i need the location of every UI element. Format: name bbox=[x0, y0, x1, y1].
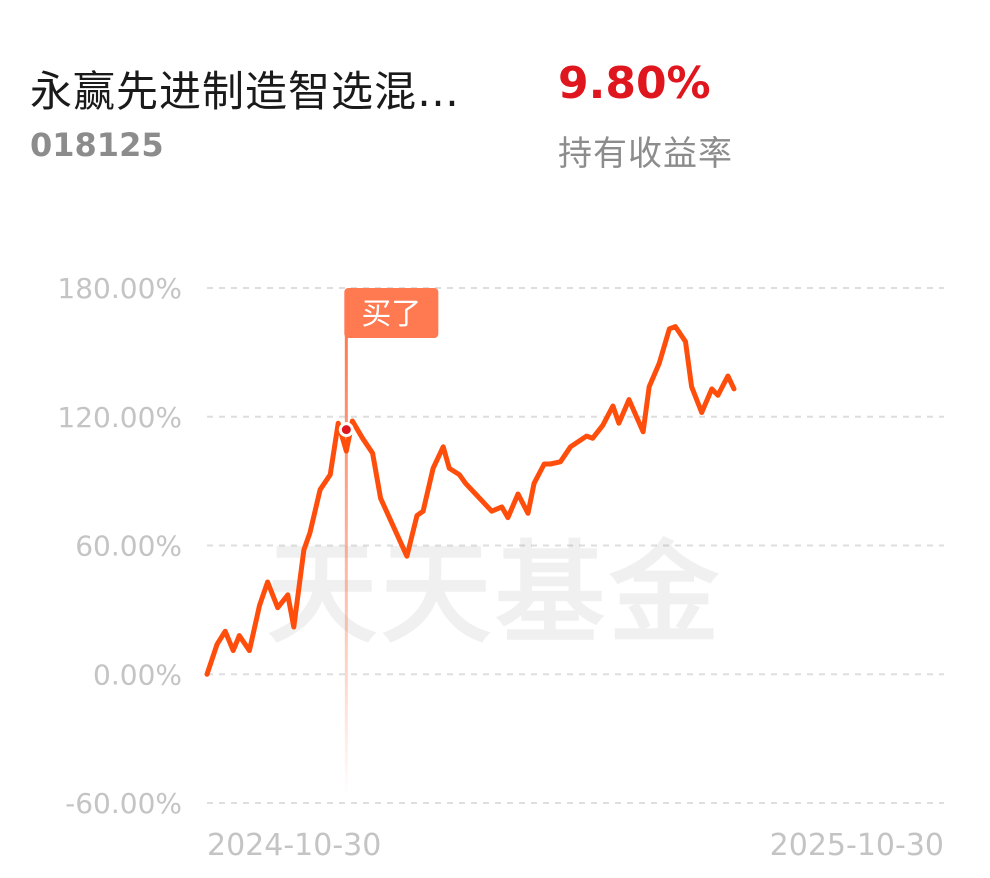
x-axis-end-label: 2025-10-30 bbox=[770, 828, 944, 863]
x-axis-start-label: 2024-10-30 bbox=[207, 828, 381, 863]
fund-code: 018125 bbox=[30, 126, 164, 164]
buy-marker-point bbox=[338, 422, 354, 438]
buy-tag-background bbox=[344, 288, 439, 338]
grid-lines bbox=[207, 287, 944, 804]
y-tick-label: 120.00% bbox=[57, 401, 182, 434]
buy-tag-label: 买了 bbox=[361, 297, 421, 332]
return-series-line bbox=[204, 324, 737, 677]
buy-marker-tag: 买了 bbox=[344, 288, 439, 338]
y-tick-label: 60.00% bbox=[75, 530, 182, 563]
watermark: 天天基金 bbox=[267, 530, 723, 658]
y-tick-label: 0.00% bbox=[93, 658, 182, 691]
y-tick-label: -60.00% bbox=[65, 787, 182, 820]
holding-return-value: 9.80% bbox=[558, 58, 711, 109]
y-tick-label: 180.00% bbox=[57, 272, 182, 305]
buy-marker-line bbox=[344, 336, 348, 796]
fund-name: 永赢先进制造智选混… bbox=[30, 67, 461, 116]
y-axis-ticks: 180.00% 120.00% 60.00% 0.00% -60.00% bbox=[57, 272, 182, 820]
holding-return-label: 持有收益率 bbox=[558, 134, 733, 174]
